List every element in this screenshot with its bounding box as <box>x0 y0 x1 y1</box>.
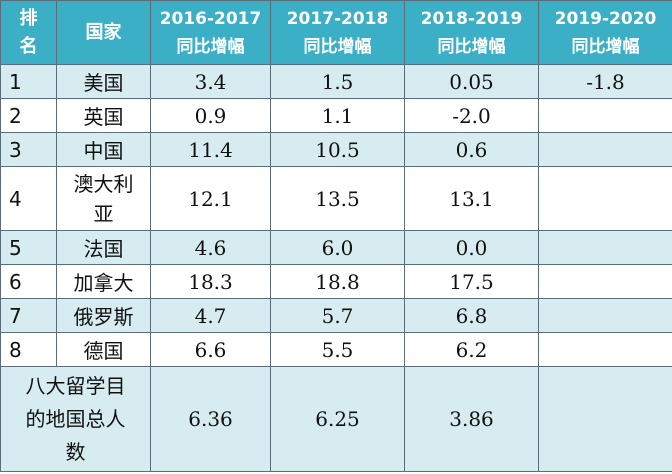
value-cell: 13.5 <box>270 166 405 231</box>
value-cell: 0.05 <box>404 64 539 99</box>
total-row: 八大留学目 的地国总人 数 6.36 6.25 3.86 <box>0 366 672 472</box>
table-row: 6 加拿大 18.3 18.8 17.5 <box>0 264 672 299</box>
rank-cell: 7 <box>0 298 57 333</box>
country-cell: 俄罗斯 <box>56 298 151 333</box>
total-value-cell <box>538 366 672 472</box>
value-cell: 1.5 <box>270 64 405 99</box>
value-cell: 13.1 <box>404 166 539 231</box>
table-row: 8 德国 6.6 5.5 6.2 <box>0 332 672 367</box>
value-cell <box>538 132 672 167</box>
value-cell: 18.8 <box>270 264 405 299</box>
country-cell: 中国 <box>56 132 151 167</box>
value-cell: 3.4 <box>150 64 271 99</box>
table-row: 2 英国 0.9 1.1 -2.0 <box>0 98 672 133</box>
country-header: 国家 <box>56 0 151 65</box>
value-cell: 17.5 <box>404 264 539 299</box>
value-cell <box>538 166 672 231</box>
period-header-2019-2020: 2019-2020 同比增幅 <box>538 0 672 65</box>
value-cell: 6.2 <box>404 332 539 367</box>
country-cell: 澳大利 亚 <box>56 166 151 231</box>
period-header-2016-2017: 2016-2017 同比增幅 <box>150 0 271 65</box>
value-cell: 1.1 <box>270 98 405 133</box>
rank-cell: 8 <box>0 332 57 367</box>
value-cell: 0.0 <box>404 230 539 265</box>
value-cell <box>538 264 672 299</box>
country-cell: 加拿大 <box>56 264 151 299</box>
value-cell: 4.6 <box>150 230 271 265</box>
value-cell: 4.7 <box>150 298 271 333</box>
period-header-2017-2018: 2017-2018 同比增幅 <box>270 0 405 65</box>
value-cell <box>538 230 672 265</box>
total-label-cell: 八大留学目 的地国总人 数 <box>0 366 151 472</box>
value-cell: 10.5 <box>270 132 405 167</box>
table-row: 4 澳大利 亚 12.1 13.5 13.1 <box>0 166 672 231</box>
rank-cell: 4 <box>0 166 57 231</box>
value-cell: 6.0 <box>270 230 405 265</box>
rank-cell: 6 <box>0 264 57 299</box>
country-cell: 英国 <box>56 98 151 133</box>
total-value-cell: 6.36 <box>150 366 271 472</box>
value-cell <box>538 298 672 333</box>
rank-header: 排 名 <box>0 0 57 65</box>
value-cell: -1.8 <box>538 64 672 99</box>
total-value-cell: 6.25 <box>270 366 405 472</box>
rank-cell: 1 <box>0 64 57 99</box>
value-cell <box>538 98 672 133</box>
value-cell: 12.1 <box>150 166 271 231</box>
value-cell <box>538 332 672 367</box>
rank-cell: 5 <box>0 230 57 265</box>
total-value-cell: 3.86 <box>404 366 539 472</box>
table-row: 5 法国 4.6 6.0 0.0 <box>0 230 672 265</box>
value-cell: -2.0 <box>404 98 539 133</box>
value-cell: 11.4 <box>150 132 271 167</box>
table-row: 1 美国 3.4 1.5 0.05 -1.8 <box>0 64 672 99</box>
value-cell: 6.8 <box>404 298 539 333</box>
country-cell: 德国 <box>56 332 151 367</box>
rank-cell: 3 <box>0 132 57 167</box>
table-row: 3 中国 11.4 10.5 0.6 <box>0 132 672 167</box>
country-cell: 法国 <box>56 230 151 265</box>
value-cell: 18.3 <box>150 264 271 299</box>
value-cell: 5.7 <box>270 298 405 333</box>
header-row: 排 名 国家 2016-2017 同比增幅 2017-2018 同比增幅 201… <box>0 0 672 65</box>
value-cell: 6.6 <box>150 332 271 367</box>
value-cell: 0.6 <box>404 132 539 167</box>
country-cell: 美国 <box>56 64 151 99</box>
value-cell: 5.5 <box>270 332 405 367</box>
value-cell: 0.9 <box>150 98 271 133</box>
period-header-2018-2019: 2018-2019 同比增幅 <box>404 0 539 65</box>
table-row: 7 俄罗斯 4.7 5.7 6.8 <box>0 298 672 333</box>
rank-cell: 2 <box>0 98 57 133</box>
